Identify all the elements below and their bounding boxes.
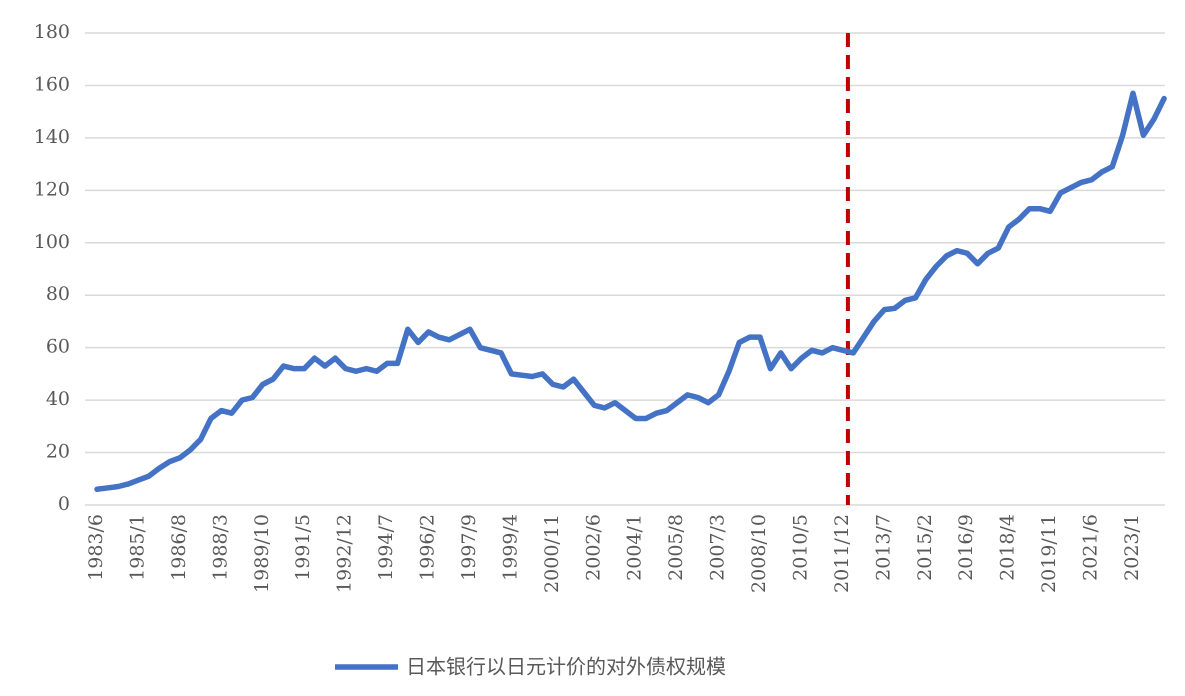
x-tick-label: 1999/4 [499, 514, 521, 581]
x-tick-label: 1989/10 [251, 514, 273, 593]
legend-text: 日本银行以日元计价的对外债权规模 [406, 655, 726, 679]
x-tick-label: 2023/1 [1121, 514, 1143, 581]
x-tick-label: 1983/6 [85, 514, 107, 581]
x-tick-label: 2002/6 [582, 514, 604, 581]
x-tick-label: 2018/4 [997, 514, 1019, 581]
x-tick-label: 1996/2 [417, 514, 439, 581]
x-tick-label: 2013/7 [872, 514, 894, 581]
x-tick-label: 2008/10 [748, 514, 770, 593]
y-tick-label: 160 [34, 73, 70, 95]
x-tick-label: 2005/8 [665, 514, 687, 581]
x-tick-label: 2019/11 [1038, 514, 1060, 593]
x-tick-label: 1986/8 [168, 514, 190, 581]
x-tick-label: 2016/9 [955, 514, 977, 581]
y-tick-label: 0 [58, 493, 70, 515]
x-tick-label: 1985/1 [126, 514, 148, 581]
x-tick-label: 2015/2 [914, 514, 936, 581]
y-tick-label: 40 [46, 388, 70, 410]
y-tick-label: 100 [34, 231, 70, 253]
y-tick-label: 20 [46, 441, 70, 463]
data-line [94, 90, 1167, 493]
x-tick-label: 2007/3 [707, 514, 729, 581]
x-tick-label: 1988/3 [209, 514, 231, 581]
x-tick-label: 2000/11 [541, 514, 563, 593]
y-tick-label: 60 [46, 336, 70, 358]
y-tick-label: 120 [34, 178, 70, 200]
y-tick-label: 180 [34, 21, 70, 43]
y-tick-label: 80 [46, 283, 70, 305]
x-tick-label: 1991/5 [292, 514, 314, 581]
x-tick-label: 2011/12 [831, 514, 853, 593]
x-tick-label: 1997/9 [458, 514, 480, 581]
x-tick-label: 1994/7 [375, 514, 397, 581]
y-tick-label: 140 [34, 126, 70, 148]
x-tick-label: 1992/12 [334, 514, 356, 593]
x-tick-label: 2010/5 [789, 514, 811, 581]
x-tick-label: 2021/6 [1080, 514, 1102, 581]
x-tick-label: 2004/1 [624, 514, 646, 581]
